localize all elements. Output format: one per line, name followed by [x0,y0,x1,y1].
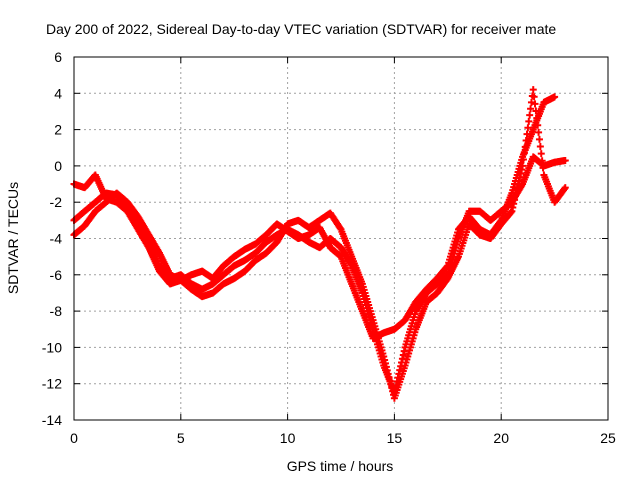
x-tick-label: 20 [493,430,509,446]
data-point [530,93,538,101]
x-tick-label: 0 [70,430,78,446]
data-point [524,124,532,132]
data-point [527,105,535,113]
y-tick-label: -6 [50,267,63,283]
y-tick-label: 4 [54,85,62,101]
data-point [525,117,533,125]
y-tick-label: -4 [50,231,63,247]
y-tick-label: 6 [54,49,62,65]
x-tick-label: 10 [280,430,296,446]
data-point [527,98,535,106]
grid [74,57,608,420]
x-tick-label: 5 [177,430,185,446]
data-point [519,162,527,170]
data-point [532,107,540,115]
x-tick-label: 25 [600,430,616,446]
y-axis-label: SDTVAR / TECUs [5,182,21,294]
plot-frame [73,56,609,421]
data-point [526,111,534,119]
y-tick-label: 2 [54,122,62,138]
y-tick-label: -2 [50,194,63,210]
data-point [535,135,543,143]
data-points [70,86,569,402]
data-point [533,114,541,122]
series-2 [70,93,559,342]
axis-ticks: 0 5 10 15 20 25 -14 -12 -10 -8 -6 -4 -2 0 2 4 6 [42,49,616,446]
data-point [538,157,546,165]
y-tick-label: -8 [50,303,63,319]
data-point [539,164,547,172]
data-point [520,149,528,157]
x-tick-label: 15 [387,430,403,446]
data-point [523,130,531,138]
x-axis-label: GPS time / hours [287,458,394,474]
y-tick-label: -14 [42,412,62,428]
y-tick-label: 0 [54,158,62,174]
data-point [536,143,544,151]
data-point [561,156,569,164]
data-point [537,150,545,158]
data-point [551,93,559,101]
data-point [534,121,542,129]
data-point [531,100,539,108]
data-point [535,128,543,136]
data-point [529,86,537,94]
chart-title: Day 200 of 2022, Sidereal Day-to-day VTE… [46,21,556,37]
y-tick-label: -10 [42,339,62,355]
data-point [522,136,530,144]
series-3 [70,86,569,402]
y-tick-label: -12 [42,376,62,392]
data-point [519,156,527,164]
data-point [521,143,529,151]
data-point [561,184,569,192]
